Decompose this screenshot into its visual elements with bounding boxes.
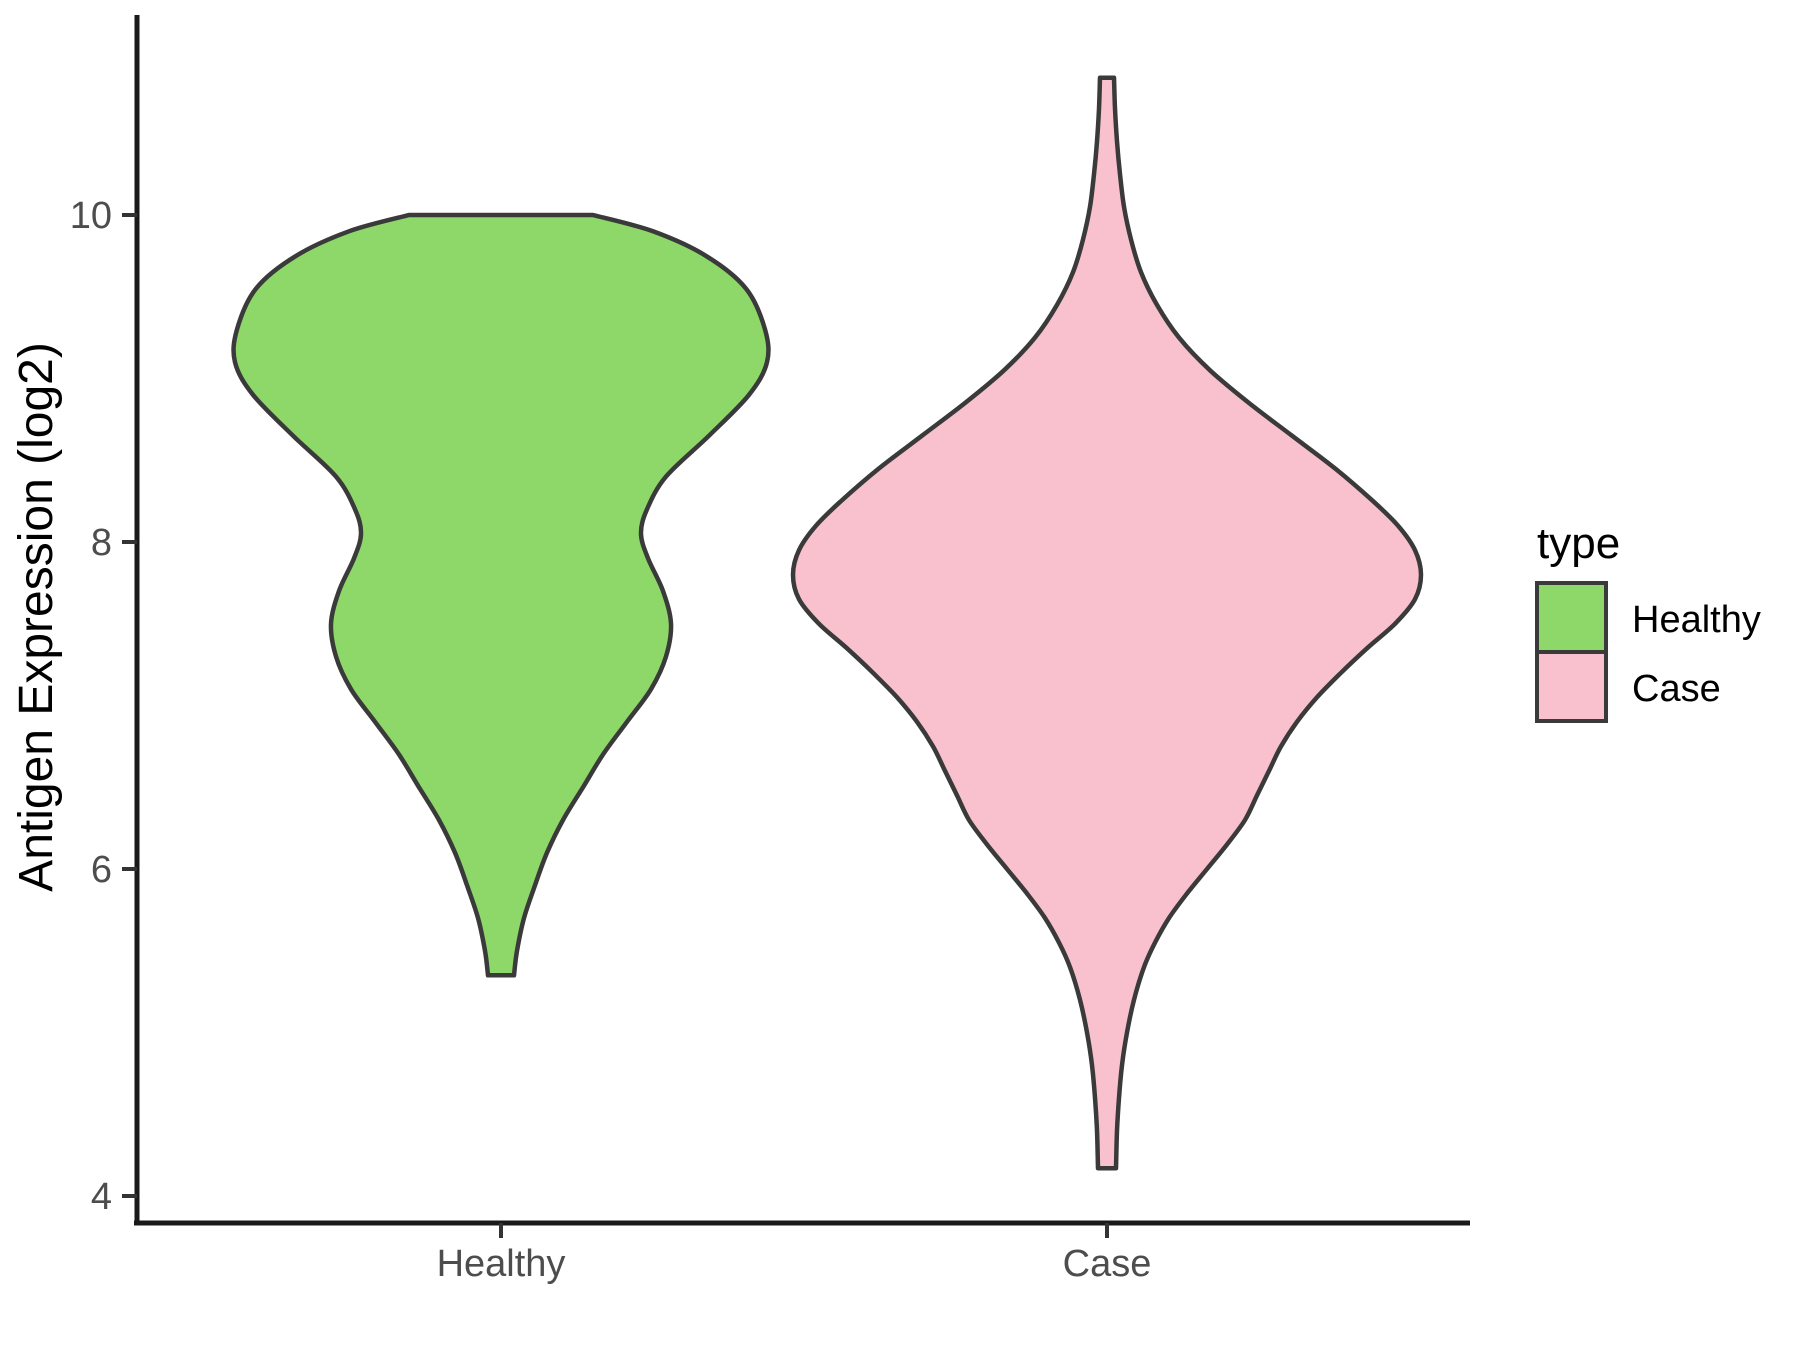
x-category-label-case: Case <box>1063 1243 1152 1285</box>
legend-swatch-healthy <box>1535 581 1608 654</box>
y-tick-label-8: 8 <box>91 522 112 564</box>
violin-case <box>790 75 1424 1171</box>
x-category-label-healthy: Healthy <box>437 1243 566 1285</box>
violin-healthy <box>231 212 771 978</box>
y-axis-ticks: 10 8 6 4 <box>70 195 137 1218</box>
violins-layer <box>231 75 1424 1171</box>
y-tick-label-4: 4 <box>91 1176 112 1218</box>
y-tick-label-10: 10 <box>70 195 112 237</box>
legend-title: type <box>1537 519 1620 568</box>
y-tick-label-6: 6 <box>91 849 112 891</box>
legend-label-healthy: Healthy <box>1632 599 1761 641</box>
y-axis-title: Antigen Expression (log2) <box>10 342 63 892</box>
legend: type Healthy Case <box>1535 519 1761 723</box>
legend-swatch-case <box>1535 650 1608 723</box>
legend-label-case: Case <box>1632 668 1721 710</box>
